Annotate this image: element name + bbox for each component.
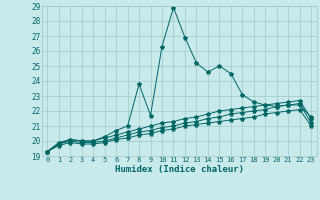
X-axis label: Humidex (Indice chaleur): Humidex (Indice chaleur)	[115, 165, 244, 174]
